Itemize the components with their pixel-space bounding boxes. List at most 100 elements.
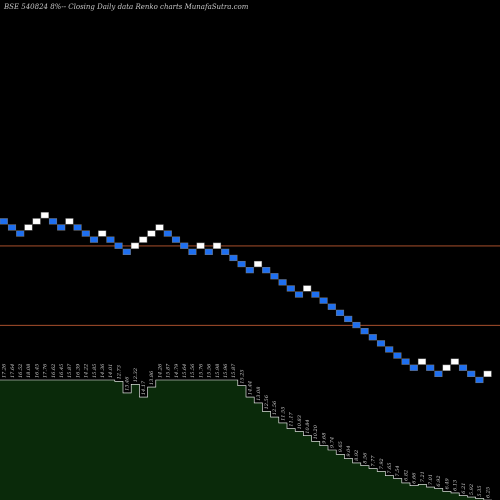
value-label: 15.96 <box>223 363 229 378</box>
value-label: 9.65 <box>338 441 344 452</box>
value-label: 16.52 <box>18 364 24 378</box>
renko-brick <box>7 224 17 231</box>
value-label: 15.85 <box>92 364 98 378</box>
renko-brick <box>311 291 320 298</box>
renko-brick <box>24 224 33 231</box>
value-label: 6.13 <box>453 480 459 491</box>
renko-brick <box>114 242 123 249</box>
renko-brick <box>212 242 222 249</box>
renko-bricks <box>0 212 492 384</box>
value-label: 9.04 <box>346 445 352 456</box>
renko-brick <box>0 218 8 225</box>
value-label: 5.92 <box>469 484 475 495</box>
chart-title: BSE 540824 8%-- Closing Daily data Renko… <box>3 3 249 11</box>
value-label: 7.21 <box>420 471 426 482</box>
value-label: 7.54 <box>395 465 401 476</box>
value-labels: 17.26 17.64 16.52 18.08 16.45 17.76 16.62 16.45… <box>2 363 492 498</box>
renko-brick <box>393 352 402 359</box>
renko-brick <box>270 273 279 280</box>
value-label: 11.55 <box>280 407 286 421</box>
renko-brick <box>188 248 197 255</box>
renko-brick <box>253 260 263 268</box>
renko-brick <box>360 328 369 335</box>
renko-brick <box>73 224 82 231</box>
renko-brick <box>327 303 336 310</box>
renko-brick <box>130 242 140 249</box>
value-label: 6.66 <box>412 472 418 484</box>
value-label: 7.92 <box>379 458 385 469</box>
renko-brick <box>442 364 451 371</box>
value-label: 18.08 <box>26 364 32 378</box>
renko-brick <box>180 242 189 249</box>
renko-brick <box>147 230 156 237</box>
value-label: 15.87 <box>231 363 237 378</box>
renko-brick <box>409 364 418 371</box>
renko-brick <box>229 254 238 262</box>
renko-brick <box>139 236 148 243</box>
value-label: 14.22 <box>84 364 90 378</box>
renko-brick <box>401 358 410 365</box>
renko-brick <box>245 267 254 274</box>
value-label: 14.79 <box>174 363 180 378</box>
value-label: 15.87 <box>166 363 172 378</box>
value-label: 16.39 <box>75 363 81 378</box>
renko-brick <box>434 370 443 377</box>
value-label: 6.82 <box>403 470 409 481</box>
reference-lines <box>0 245 500 326</box>
value-label: 14.17 <box>141 380 147 395</box>
renko-brick <box>106 236 115 243</box>
value-label: 15.25 <box>239 369 245 383</box>
renko-brick <box>40 212 49 219</box>
value-label: 12.32 <box>133 368 139 382</box>
value-label: 13.86 <box>149 370 155 385</box>
renko-brick <box>417 358 427 365</box>
renko-brick <box>155 224 164 231</box>
value-label: 6.21 <box>461 483 467 494</box>
value-label: 16.62 <box>51 364 57 378</box>
value-label: 14.44 <box>248 381 254 395</box>
value-label: 8.92 <box>354 450 360 461</box>
renko-brick <box>352 321 361 329</box>
value-label: 10.83 <box>297 415 303 429</box>
renko-brick <box>426 364 435 371</box>
value-label: 16.45 <box>34 364 40 378</box>
volume-area <box>0 379 492 500</box>
value-label: 16.45 <box>59 364 65 378</box>
renko-brick <box>262 267 271 274</box>
value-label: 17.64 <box>10 364 16 378</box>
value-label: 17.76 <box>43 363 49 378</box>
value-label: 7.65 <box>387 463 393 474</box>
renko-brick <box>57 224 66 231</box>
value-label: 15.98 <box>215 364 221 378</box>
renko-brick <box>458 364 468 371</box>
value-label: 13.08 <box>256 387 262 401</box>
value-label: 6.49 <box>444 477 450 489</box>
renko-brick <box>335 309 345 316</box>
renko-brick <box>98 230 107 237</box>
value-label: 15.56 <box>190 363 196 378</box>
renko-brick <box>319 297 328 304</box>
renko-brick <box>65 218 74 225</box>
renko-brick <box>450 358 459 365</box>
renko-brick <box>16 230 25 237</box>
renko-brick <box>303 285 312 292</box>
renko-brick <box>171 236 181 243</box>
renko-brick <box>467 370 476 377</box>
value-label: 17.26 <box>2 363 8 378</box>
value-label: 8.56 <box>362 452 368 464</box>
value-label: 6.92 <box>436 475 442 486</box>
volume-fill <box>0 380 492 500</box>
value-label: 10.20 <box>313 424 319 439</box>
renko-brick <box>204 248 213 255</box>
value-label: 15.76 <box>198 363 204 378</box>
value-label: 15.56 <box>207 363 213 378</box>
value-label: 15.64 <box>182 364 188 378</box>
value-label: 12.56 <box>272 400 278 415</box>
renko-brick <box>196 242 205 249</box>
value-label: 15.87 <box>67 363 73 378</box>
value-label: 13.46 <box>125 376 131 391</box>
value-label: 14.26 <box>157 363 163 378</box>
renko-brick <box>163 230 172 237</box>
value-label: 7.01 <box>428 474 434 485</box>
value-label: 12.56 <box>264 394 270 409</box>
